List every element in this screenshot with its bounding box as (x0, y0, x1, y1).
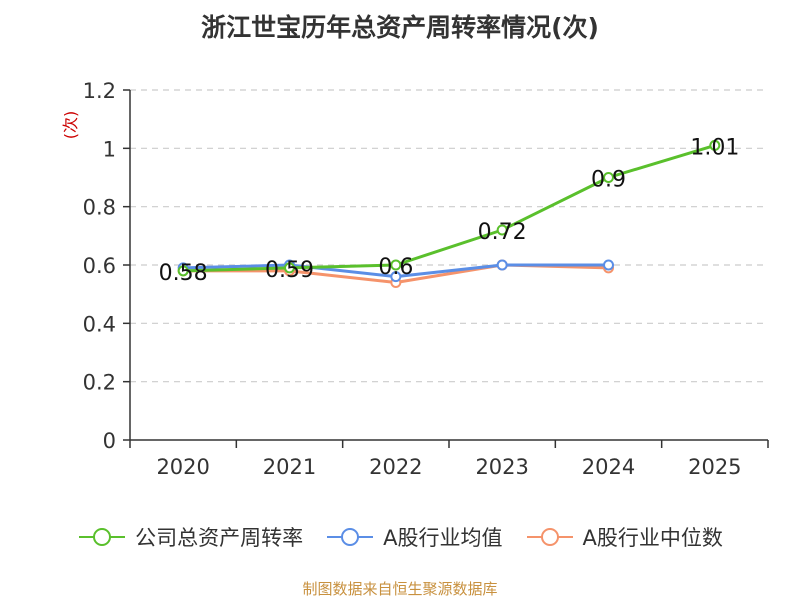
y-tick-label: 0.4 (83, 312, 116, 336)
legend-marker-company (79, 528, 126, 546)
legend: 公司总资产周转率 A股行业均值 A股行业中位数 (0, 520, 800, 554)
data-point (390, 259, 402, 271)
y-axis-label: (次) (61, 111, 80, 140)
data-label: 0.72 (478, 220, 527, 245)
y-tick-label: 0.8 (83, 196, 116, 220)
data-point (709, 139, 721, 151)
data-point (177, 265, 189, 277)
x-tick-label: 2022 (369, 455, 422, 479)
x-tick-label: 2025 (688, 455, 741, 479)
legend-item-industry-mean[interactable]: A股行业均值 (325, 522, 503, 552)
y-tick-label: 1.2 (83, 79, 116, 103)
data-label: 1.01 (690, 135, 739, 160)
data-point (603, 172, 614, 183)
legend-item-industry-median[interactable]: A股行业中位数 (525, 522, 723, 552)
chart-title: 浙江世宝历年总资产周转率情况(次) (201, 13, 599, 42)
data-label: 0.6 (378, 255, 413, 280)
y-tick-label: 0.2 (83, 371, 116, 395)
legend-label-industry-median: A股行业中位数 (582, 526, 723, 550)
data-point (390, 271, 402, 283)
x-tick-label: 2023 (475, 455, 528, 479)
y-tick-label: 0.6 (83, 254, 116, 278)
legend-marker-industry-median (526, 528, 573, 546)
source-note: 制图数据来自恒生聚源数据库 (302, 580, 498, 598)
x-tick-label: 2021 (263, 455, 316, 479)
x-tick-label: 2024 (582, 455, 635, 479)
x-tick-label: 2020 (156, 455, 209, 479)
y-tick-label: 1 (103, 137, 116, 161)
legend-label-company: 公司总资产周转率 (135, 526, 304, 550)
y-tick-label: 0 (103, 429, 116, 453)
data-label: 0.59 (265, 258, 314, 283)
data-point (496, 224, 508, 236)
data-label: 0.58 (159, 261, 208, 286)
data-point (603, 259, 614, 271)
data-label: 0.9 (591, 168, 626, 193)
legend-label-industry-mean: A股行业均值 (383, 526, 503, 550)
data-point (496, 259, 508, 271)
legend-item-company[interactable]: 公司总资产周转率 (77, 522, 303, 552)
series-line (183, 143, 716, 273)
legend-marker-industry-mean (327, 528, 374, 546)
data-point (284, 262, 295, 274)
